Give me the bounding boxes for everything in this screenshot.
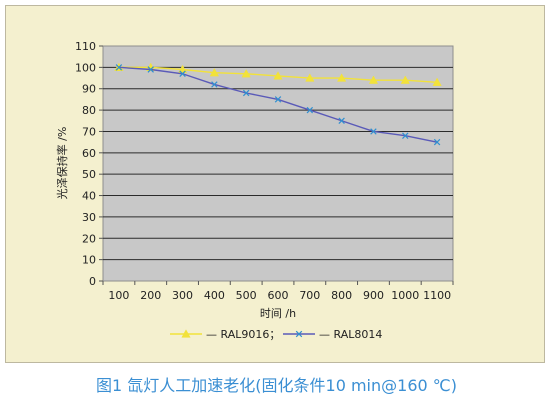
data-point-x: [295, 330, 303, 338]
data-point-x: [433, 138, 441, 146]
y-tick-label: 0: [89, 275, 96, 288]
x-tick-label: 400: [204, 289, 225, 302]
x-tick-label: 700: [299, 289, 320, 302]
data-point-x: [211, 81, 218, 88]
y-tick-label: 100: [75, 61, 96, 74]
legend-label: — RAL9016；: [206, 328, 280, 341]
data-point-triangle: [181, 329, 191, 338]
x-tick-label: 200: [140, 289, 161, 302]
y-tick-label: 50: [82, 168, 96, 181]
y-tick-label: 40: [82, 190, 96, 203]
data-point-x: [402, 132, 409, 139]
y-tick-label: 20: [82, 232, 96, 245]
data-point-x: [115, 64, 123, 71]
plot-area: [102, 45, 454, 282]
y-axis-title: 光泽保持率 /%: [55, 127, 69, 200]
x-tick-label: 1100: [423, 289, 451, 302]
legend: — RAL9016； — RAL8014: [170, 328, 382, 341]
data-point-triangle: [209, 67, 219, 77]
data-point-triangle: [305, 73, 315, 82]
y-tick-label: 60: [82, 147, 96, 160]
y-tick-label: 30: [82, 211, 96, 224]
figure-caption: 图1 氙灯人工加速老化(固化条件10 min@160 ℃): [96, 376, 457, 395]
x-tick-label: 300: [172, 289, 193, 302]
y-tick-label: 10: [82, 254, 96, 267]
data-point-x: [274, 96, 282, 103]
data-point-x: [179, 70, 186, 77]
y-tick-label: 70: [82, 125, 96, 138]
data-point-triangle: [368, 75, 379, 84]
data-point-triangle: [400, 75, 410, 84]
data-point-triangle: [432, 77, 442, 86]
x-tick-label: 100: [108, 289, 129, 302]
data-point-triangle: [337, 73, 347, 82]
data-point-triangle: [241, 69, 251, 78]
grid-lines: [103, 66, 453, 261]
data-point-x: [242, 89, 250, 97]
data-point-x: [338, 117, 345, 124]
y-tick-label: 110: [75, 40, 96, 53]
x-tick-label: 600: [268, 289, 289, 302]
data-point-x: [306, 106, 314, 114]
data-point-x: [370, 128, 377, 135]
legend-label: — RAL8014: [319, 328, 382, 341]
data-point-triangle: [273, 71, 283, 80]
x-axis-title: 时间 /h: [260, 307, 296, 320]
data-point-x: [147, 66, 154, 73]
x-tick-label: 900: [363, 289, 384, 302]
y-axis-ticks: 0 10 20 30 40 50 60 70 80 90 100 110: [75, 40, 103, 288]
y-tick-label: 90: [82, 83, 96, 96]
x-tick-label: 500: [236, 289, 257, 302]
series-layer: [114, 62, 442, 146]
x-tick-label: 800: [331, 289, 352, 302]
y-tick-label: 80: [82, 104, 96, 117]
x-axis-ticks: 100 200 300 400 500 600 700 800 900 1000 1100: [102, 281, 454, 302]
x-tick-label: 1000: [391, 289, 419, 302]
